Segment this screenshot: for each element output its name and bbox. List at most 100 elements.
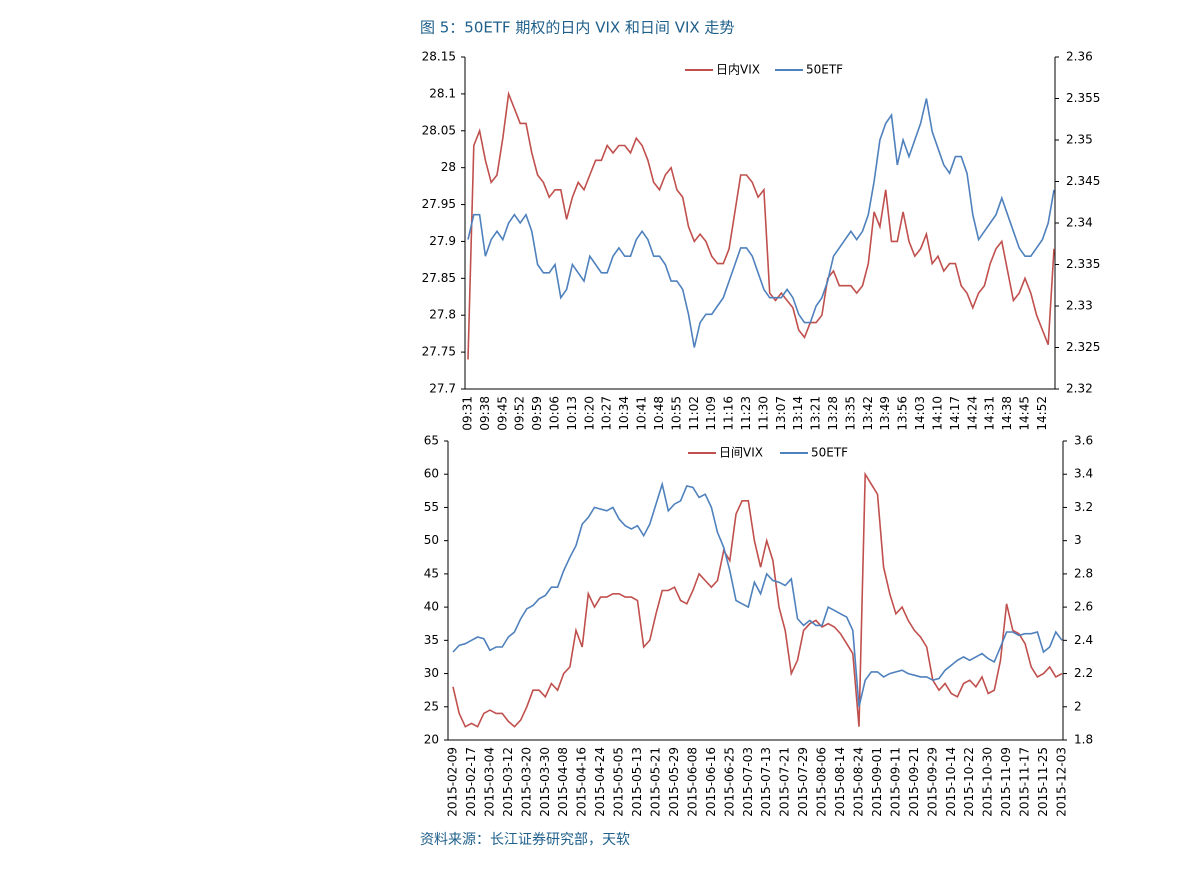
y2-tick-label: 2.36 [1066, 50, 1093, 64]
y-tick-label: 28.05 [422, 123, 456, 137]
x-tick-label: 2015-09-01 [870, 747, 884, 817]
y2-tick-label: 2.32 [1066, 382, 1093, 396]
x-tick-label: 10:48 [652, 396, 666, 431]
y-tick-label: 25 [424, 699, 439, 713]
y2-tick-label: 2.4 [1074, 633, 1093, 647]
y2-tick-label: 2.355 [1066, 91, 1100, 105]
x-tick-label: 14:24 [965, 396, 979, 431]
x-tick-label: 2015-07-03 [741, 747, 755, 817]
y2-tick-label: 2.2 [1074, 666, 1093, 680]
legend-label: 日内VIX [716, 63, 760, 77]
x-tick-label: 2015-10-22 [962, 747, 976, 817]
x-tick-label: 2015-10-14 [944, 747, 958, 817]
y-tick-label: 35 [424, 633, 439, 647]
x-tick-label: 2015-03-04 [482, 747, 496, 817]
x-tick-label: 14:10 [930, 396, 944, 431]
x-tick-label: 2015-06-25 [722, 747, 736, 817]
x-tick-label: 13:28 [826, 396, 840, 431]
x-tick-label: 2015-04-08 [556, 747, 570, 817]
x-tick-label: 2015-04-24 [593, 747, 607, 817]
y-tick-label: 45 [424, 566, 439, 580]
x-tick-label: 14:45 [1017, 396, 1031, 431]
x-tick-label: 2015-09-11 [888, 747, 902, 817]
y2-tick-label: 2.8 [1074, 566, 1093, 580]
y-tick-label: 27.9 [429, 234, 456, 248]
y2-tick-label: 2.6 [1074, 600, 1093, 614]
x-tick-label: 2015-02-09 [446, 747, 460, 817]
x-tick-label: 14:52 [1035, 396, 1049, 431]
y2-tick-label: 2.33 [1066, 299, 1093, 313]
x-tick-label: 2015-02-17 [464, 747, 478, 817]
y2-tick-label: 2.325 [1066, 340, 1100, 354]
y-tick-label: 27.8 [429, 308, 456, 322]
y2-tick-label: 1.8 [1074, 733, 1093, 747]
x-tick-label: 13:21 [809, 396, 823, 431]
legend-label: 50ETF [806, 63, 843, 77]
y2-tick-label: 2.35 [1066, 133, 1093, 147]
y2-tick-label: 2.345 [1066, 174, 1100, 188]
x-tick-label: 11:30 [756, 396, 770, 431]
x-tick-label: 09:31 [461, 396, 475, 431]
x-tick-label: 10:20 [582, 396, 596, 431]
y-tick-label: 65 [424, 434, 439, 448]
series-line [467, 98, 1055, 348]
legend-label: 日间VIX [719, 446, 763, 460]
x-tick-label: 2015-05-13 [630, 747, 644, 817]
x-tick-label: 13:07 [774, 396, 788, 431]
y-tick-label: 27.85 [422, 271, 456, 285]
y-tick-label: 55 [424, 500, 439, 514]
x-tick-label: 10:34 [617, 396, 631, 431]
y-tick-label: 40 [424, 600, 439, 614]
x-tick-label: 2015-05-05 [612, 747, 626, 817]
y-tick-label: 28.1 [429, 86, 456, 100]
y2-tick-label: 3.6 [1074, 434, 1093, 448]
x-tick-label: 10:41 [635, 396, 649, 431]
y2-tick-label: 2.34 [1066, 216, 1093, 230]
x-tick-label: 2015-05-21 [649, 747, 663, 817]
x-tick-label: 14:17 [948, 396, 962, 431]
y-tick-label: 30 [424, 666, 439, 680]
x-tick-label: 2015-11-25 [1036, 747, 1050, 817]
y-tick-label: 28 [441, 160, 456, 174]
y-tick-label: 60 [424, 467, 439, 481]
y-tick-label: 50 [424, 533, 439, 547]
x-tick-label: 2015-08-24 [852, 747, 866, 817]
x-tick-label: 2015-07-29 [796, 747, 810, 817]
x-tick-label: 2015-11-09 [999, 747, 1013, 817]
x-tick-label: 11:23 [739, 396, 753, 431]
x-tick-label: 13:56 [896, 396, 910, 431]
x-tick-label: 2015-03-30 [538, 747, 552, 817]
series-line [452, 471, 1063, 728]
x-tick-label: 10:13 [565, 396, 579, 431]
x-tick-label: 2015-03-20 [519, 747, 533, 817]
y2-tick-label: 3.2 [1074, 500, 1093, 514]
x-tick-label: 2015-08-06 [815, 747, 829, 817]
y2-tick-label: 3.4 [1074, 467, 1093, 481]
x-tick-label: 09:38 [478, 396, 492, 431]
x-tick-label: 13:35 [843, 396, 857, 431]
y2-tick-label: 3 [1074, 533, 1082, 547]
x-tick-label: 09:59 [530, 396, 544, 431]
y-tick-label: 28.15 [422, 50, 456, 64]
x-tick-label: 09:52 [513, 396, 527, 431]
x-tick-label: 11:09 [704, 396, 718, 431]
x-tick-label: 10:27 [600, 396, 614, 431]
x-tick-label: 2015-07-21 [778, 747, 792, 817]
x-tick-label: 14:03 [913, 396, 927, 431]
x-tick-label: 10:06 [548, 396, 562, 431]
x-tick-label: 2015-03-12 [501, 747, 515, 817]
x-tick-label: 14:31 [983, 396, 997, 431]
x-tick-label: 09:45 [495, 396, 509, 431]
x-tick-label: 14:38 [1000, 396, 1014, 431]
x-tick-label: 13:42 [861, 396, 875, 431]
y-tick-label: 27.7 [429, 382, 456, 396]
x-tick-label: 13:14 [791, 396, 805, 431]
series-line [467, 90, 1055, 360]
y2-tick-label: 2 [1074, 699, 1082, 713]
x-tick-label: 2015-05-29 [667, 747, 681, 817]
x-tick-label: 2015-12-03 [1055, 747, 1069, 817]
x-tick-label: 11:16 [722, 396, 736, 431]
x-tick-label: 10:55 [669, 396, 683, 431]
x-tick-label: 2015-10-30 [981, 747, 995, 817]
